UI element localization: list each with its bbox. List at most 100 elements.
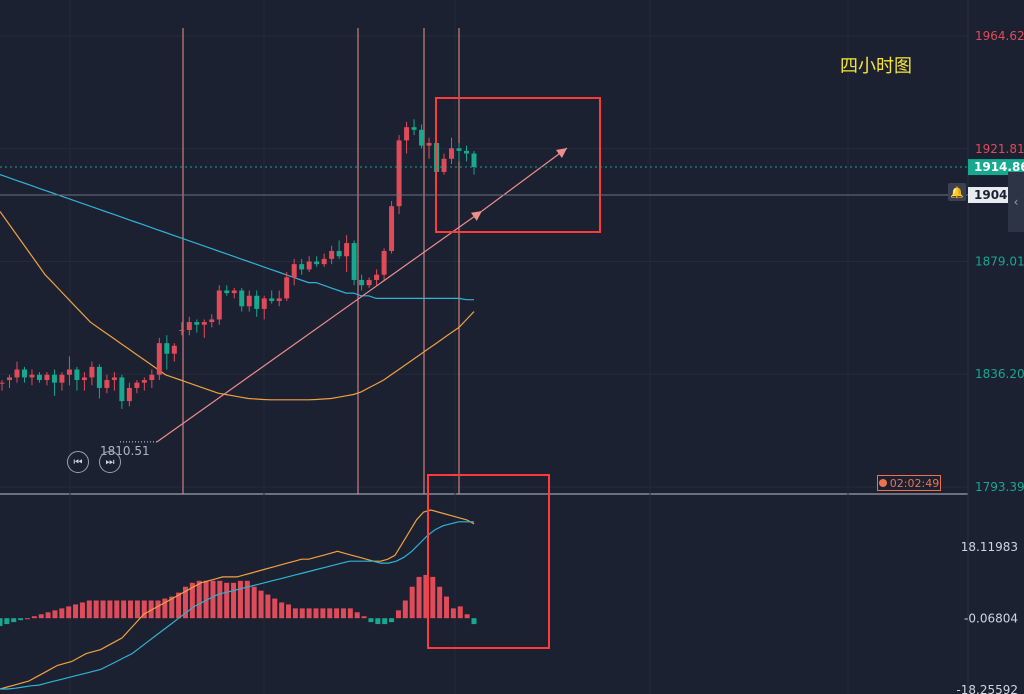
histogram-bar (114, 600, 120, 619)
histogram-bar (141, 600, 147, 619)
histogram-bar (134, 600, 140, 619)
histogram-bar (4, 618, 10, 625)
candle-body (216, 290, 222, 320)
candle-body (276, 298, 282, 302)
histogram-bar (334, 608, 340, 619)
candle-body (471, 153, 477, 168)
candle-body (449, 148, 455, 159)
histogram-bar (93, 600, 99, 619)
histogram-bar (340, 608, 346, 619)
candle-body (194, 322, 200, 325)
histogram-bar (59, 608, 65, 619)
ma-fast-line (0, 174, 474, 301)
histogram-bar (189, 582, 195, 619)
candle-body (359, 279, 365, 286)
histogram-bar (121, 600, 127, 619)
skip-forward-icon[interactable]: ⏭ (99, 451, 121, 473)
candle-body (239, 290, 245, 307)
histogram-bar (457, 606, 463, 619)
histogram-bar (258, 590, 264, 619)
trend-arrow-extension-head (555, 148, 567, 158)
bell-icon[interactable]: 🔔 (948, 183, 966, 201)
candle-body (246, 295, 252, 307)
candle-body (126, 387, 132, 402)
histogram-bar (176, 592, 182, 619)
current-price-tag (968, 159, 1024, 176)
histogram-bar (162, 598, 168, 619)
indicator-tick-label: -18.25592 (956, 683, 1018, 694)
chart-title: 四小时图 (840, 56, 912, 77)
histogram-bar (347, 608, 353, 619)
candle-body (179, 329, 185, 331)
candle-body (321, 258, 327, 265)
histogram-bar (471, 618, 477, 625)
current-price-text: 1914.86 (974, 160, 1024, 174)
candle-body (74, 369, 80, 381)
indicator-tick-label: -0.06804 (964, 611, 1018, 625)
histogram-bar (210, 580, 216, 619)
histogram-bar (231, 582, 237, 619)
countdown-badge: 02:02:49 (877, 475, 941, 491)
histogram-bar (38, 614, 44, 619)
histogram-bar (292, 608, 298, 619)
candle-body (329, 250, 335, 259)
trend-arrow-head (470, 211, 482, 221)
histogram-bar (244, 580, 250, 619)
candle-body (231, 290, 237, 294)
histogram-bar (66, 606, 72, 619)
candle-body (171, 345, 177, 354)
histogram-bar (375, 618, 381, 625)
histogram-bar (31, 616, 37, 619)
candle-body (404, 127, 410, 141)
candle-body (14, 369, 20, 378)
candle-body (81, 377, 87, 381)
annotations (0, 97, 968, 649)
candle-body (134, 382, 140, 388)
candle-body (186, 322, 192, 330)
highlight-box-price (435, 97, 601, 233)
candle-body (119, 377, 125, 402)
histogram-bar (107, 600, 113, 619)
skip-back-icon[interactable]: ⏮ (67, 451, 89, 473)
histogram-bar (155, 600, 161, 619)
price-tick-label: 1836.20 (975, 367, 1024, 381)
histogram-bar (416, 576, 422, 619)
candle-body (0, 382, 5, 384)
candle-body (344, 243, 350, 257)
candle-body (336, 250, 342, 257)
candle-body (164, 343, 170, 354)
histogram-bar (18, 618, 24, 621)
candle-body (254, 295, 260, 309)
histogram-bar (402, 600, 408, 619)
candle-body (59, 374, 65, 383)
histogram-bar (450, 608, 456, 619)
candle-body (464, 150, 470, 154)
histogram-bar (361, 616, 367, 619)
histogram-bar (217, 580, 223, 619)
histogram-bar (327, 608, 333, 619)
histogram-bar (395, 610, 401, 619)
histogram-bar (389, 618, 395, 623)
candle-body (201, 322, 207, 325)
price-tick-label: 1793.39 (975, 480, 1024, 494)
histogram-bar (224, 582, 230, 619)
candle-body (104, 380, 110, 388)
histogram-bar (437, 586, 443, 619)
candle-body (261, 298, 267, 309)
vertical-markers (182, 28, 460, 494)
candle-body (426, 142, 432, 146)
candle-body (411, 127, 417, 130)
candle-body (44, 374, 50, 381)
candle-body (6, 377, 12, 381)
histogram-bar (128, 600, 134, 619)
price-tick-label: 1921.81 (975, 142, 1024, 156)
histogram-bar (382, 618, 388, 625)
candle-body (374, 274, 380, 280)
chevron-left-icon[interactable]: ‹ (1008, 172, 1024, 232)
histogram-bar (169, 596, 175, 619)
countdown-text: 02:02:49 (889, 476, 940, 490)
histogram-bar (251, 586, 257, 619)
candle-body (209, 319, 215, 323)
candle-body (381, 250, 387, 275)
